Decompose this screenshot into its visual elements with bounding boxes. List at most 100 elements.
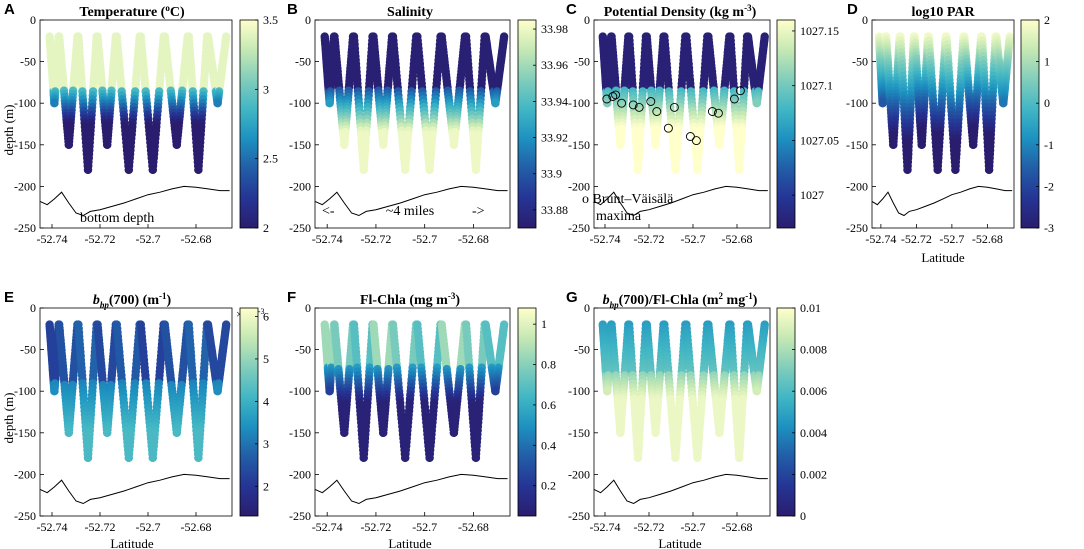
- colorbar-tick-label: 2: [263, 479, 269, 493]
- panel-d-x-axis-label: Latitude: [921, 250, 965, 265]
- panel-b: B Salinity 0 -50 -100 -150 -200 -250 -52…: [287, 1, 568, 246]
- y-tick-label: -150: [846, 138, 868, 152]
- bottom-depth-annotation: bottom depth: [80, 211, 154, 226]
- panel-f-title: Fl-Chla (mg m-3): [360, 291, 460, 308]
- y-tick-label: 0: [305, 13, 311, 27]
- profile-sample-point: [172, 428, 181, 437]
- panel-d-title: log10 PAR: [911, 5, 975, 20]
- colorbar-tick-label: 1027.05: [800, 133, 839, 147]
- y-tick-label: -200: [568, 179, 590, 193]
- profile-sample-point: [359, 165, 368, 174]
- x-tick-label: -52.74: [590, 232, 621, 246]
- profile-sample-point: [969, 140, 978, 149]
- panel-a-plot: [39, 32, 231, 217]
- y-tick-label: -200: [289, 179, 311, 193]
- x-tick-label: -52.74: [865, 232, 896, 246]
- y-tick-label: 0: [30, 301, 36, 315]
- y-tick-label: -50: [574, 55, 590, 69]
- colorbar-gradient: [776, 307, 796, 517]
- profile-sample-point: [83, 453, 93, 462]
- panel-f-x-ticks: -52.74 -52.72 -52.7 -52.68: [312, 520, 489, 534]
- panel-g: G bbp(700)/Fl-Chla (m2 mg-1) 0 -50 -100 …: [566, 289, 827, 549]
- colorbar-tick-label: 5: [263, 352, 269, 366]
- panel-a: A Temperature (oC) 0 -50 -100 -150 -200 …: [1, 1, 278, 246]
- colorbar-tick-label: 0.006: [800, 384, 827, 398]
- bv-maxima-marker: [617, 98, 627, 108]
- panel-c-plot: [593, 32, 769, 217]
- x-tick-label: -52.7: [939, 232, 964, 246]
- panel-label-b: B: [287, 1, 298, 18]
- panel-d-plot: [871, 32, 1014, 217]
- y-tick-label: -100: [289, 384, 311, 398]
- profile-sample-point: [491, 387, 500, 396]
- profile-sample-point: [889, 140, 898, 149]
- axes-box: [314, 307, 511, 517]
- bv-maxima-marker: [729, 94, 739, 104]
- y-tick-label: 0: [30, 13, 36, 27]
- bv-maxima-legend: o Brunt–Väisälä: [582, 192, 674, 207]
- profile-sample-point: [124, 453, 133, 462]
- x-tick-label: -52.72: [634, 232, 665, 246]
- bv-maxima-legend-2: maxima: [596, 209, 642, 224]
- profile-sample-point: [379, 428, 388, 437]
- colorbar-gradient: [776, 19, 796, 229]
- y-tick-label: -50: [20, 343, 36, 357]
- panel-e-y-ticks: 0 -50 -100 -150 -200 -250: [14, 301, 36, 523]
- y-tick-label: 0: [584, 13, 590, 27]
- profile-sample-point: [878, 99, 887, 108]
- panel-e: E bbp(700) (m-1) 0 -50 -100 -150 -200 -2…: [1, 289, 269, 549]
- y-tick-label: -50: [295, 343, 311, 357]
- x-tick-label: -52.7: [136, 520, 161, 534]
- panel-c-colorbar-ticks: 1027 1027.05 1027.1 1027.15: [800, 24, 839, 202]
- y-tick-label: -100: [14, 384, 36, 398]
- y-tick-label: -250: [14, 221, 36, 235]
- profile-sample-point: [449, 428, 459, 437]
- x-tick-label: -52.72: [85, 520, 116, 534]
- colorbar-gradient: [1020, 19, 1040, 229]
- x-tick-label: -52.7: [412, 232, 437, 246]
- panel-g-x-ticks: -52.74 -52.72 -52.7 -52.68: [590, 520, 753, 534]
- panel-label-g: G: [566, 289, 578, 306]
- colorbar-tick-label: 0.002: [800, 467, 827, 481]
- x-tick-label: -52.74: [312, 232, 343, 246]
- profile-sample-point: [325, 99, 334, 108]
- bv-maxima-marker: [663, 123, 673, 133]
- y-tick-label: 0: [584, 301, 590, 315]
- y-tick-label: -150: [14, 426, 36, 440]
- profile-sample-point: [83, 165, 93, 174]
- colorbar-tick-label: 0.01: [800, 301, 821, 315]
- profile-sample-point: [325, 387, 334, 396]
- panel-c-colorbar: [776, 19, 796, 229]
- panel-label-e: E: [4, 289, 14, 306]
- profile-sample-point: [651, 428, 660, 437]
- x-tick-label: -52.68: [181, 232, 212, 246]
- panel-d-axes-frame: [871, 19, 1015, 229]
- colorbar-tick-label: 3.5: [263, 13, 278, 27]
- bv-maxima-marker: [634, 102, 644, 112]
- profile-sample-point: [651, 140, 660, 149]
- panel-e-colorbar: [239, 307, 259, 517]
- y-tick-label: 0: [305, 301, 311, 315]
- panel-c-x-ticks: -52.74 -52.72 -52.7 -52.68: [590, 232, 753, 246]
- profile-sample-point: [735, 165, 744, 174]
- panel-c: C Potential Density (kg m-3) 0 -50 -100 …: [566, 1, 839, 246]
- profile-sample-point: [752, 99, 761, 108]
- colorbar-tick-label: 1: [1044, 55, 1050, 69]
- panel-d-y-ticks: 0 -50 -100 -150 -200 -250: [846, 13, 868, 235]
- y-tick-label: -150: [289, 426, 311, 440]
- bottom-depth-line: [39, 473, 230, 505]
- bottom-depth-line: [593, 473, 768, 505]
- profile-sample-point: [359, 453, 368, 462]
- panel-a-axes-frame: [39, 19, 233, 229]
- colorbar-tick-label: -1: [1044, 138, 1054, 152]
- y-tick-label: -100: [289, 96, 311, 110]
- y-tick-label: -250: [568, 221, 590, 235]
- panel-e-y-axis-label: depth (m): [1, 393, 16, 444]
- bv-maxima-marker: [602, 94, 612, 104]
- profile-sample-point: [603, 387, 612, 396]
- panel-a-x-ticks: -52.74 -52.72 -52.7 -52.68: [37, 232, 212, 246]
- panel-e-axes-frame: [39, 307, 233, 517]
- profile-sample-point: [917, 140, 926, 149]
- panel-b-colorbar-ticks: 33.88 33.9 33.92 33.94 33.96 33.98: [541, 22, 568, 217]
